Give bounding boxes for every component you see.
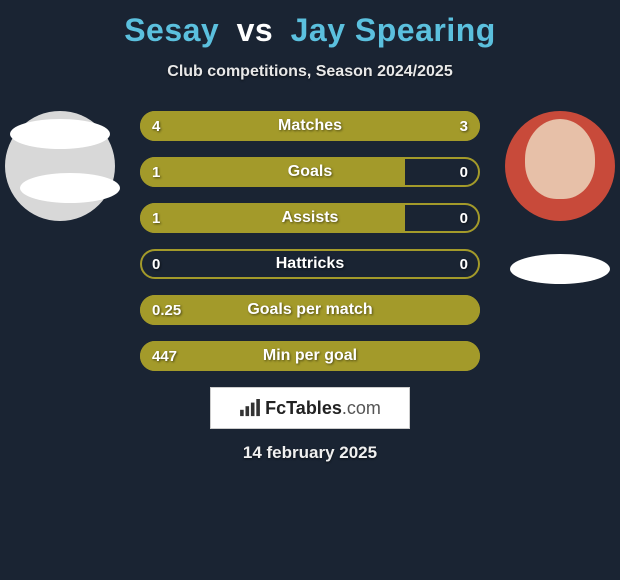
stat-label: Hattricks bbox=[140, 249, 480, 279]
stat-row: 447Min per goal bbox=[140, 341, 480, 371]
bar-fill bbox=[140, 295, 480, 325]
bar-fill-left bbox=[140, 203, 405, 233]
placeholder-ellipse bbox=[510, 254, 610, 284]
chart-icon bbox=[239, 399, 261, 417]
fctables-logo: FcTables.com bbox=[210, 387, 410, 429]
logo-text: FcTables.com bbox=[265, 398, 381, 419]
placeholder-ellipse bbox=[10, 119, 110, 149]
bar-fill-left bbox=[140, 157, 405, 187]
stat-row: 43Matches bbox=[140, 111, 480, 141]
stat-row: 10Assists bbox=[140, 203, 480, 233]
player2-name: Jay Spearing bbox=[291, 12, 496, 48]
bar-fill-right bbox=[334, 111, 480, 141]
placeholder-ellipse bbox=[20, 173, 120, 203]
logo-text-light: .com bbox=[342, 398, 381, 418]
bar-fill bbox=[140, 341, 480, 371]
stats-area: 43Matches10Goals10Assists00Hattricks0.25… bbox=[0, 111, 620, 371]
stat-row: 0 0Hattricks bbox=[140, 249, 480, 279]
page-title: Sesay vs Jay Spearing bbox=[0, 0, 620, 49]
date-text: 14 february 2025 bbox=[0, 443, 620, 463]
subtitle: Club competitions, Season 2024/2025 bbox=[0, 63, 620, 81]
vs-text: vs bbox=[237, 12, 274, 48]
stat-right-value: 0 bbox=[460, 249, 468, 279]
logo-text-bold: FcTables bbox=[265, 398, 342, 418]
player2-avatar bbox=[505, 111, 615, 221]
stat-row: 0.25Goals per match bbox=[140, 295, 480, 325]
stat-right-value: 0 bbox=[460, 203, 468, 233]
stat-left-value: 0 bbox=[152, 249, 160, 279]
stat-right-value: 0 bbox=[460, 157, 468, 187]
stat-row: 10Goals bbox=[140, 157, 480, 187]
player1-name: Sesay bbox=[124, 12, 219, 48]
bar-outline bbox=[140, 249, 480, 279]
stat-bars: 43Matches10Goals10Assists00Hattricks0.25… bbox=[140, 111, 480, 371]
bar-fill-left bbox=[140, 111, 334, 141]
